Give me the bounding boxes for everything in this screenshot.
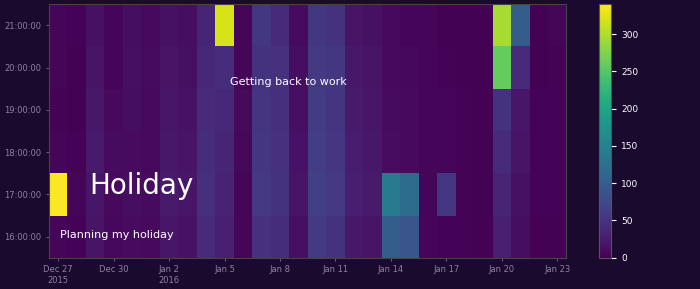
Text: Getting back to work: Getting back to work [230, 77, 346, 87]
Text: Holiday: Holiday [89, 172, 193, 200]
Text: Planning my holiday: Planning my holiday [60, 230, 174, 240]
